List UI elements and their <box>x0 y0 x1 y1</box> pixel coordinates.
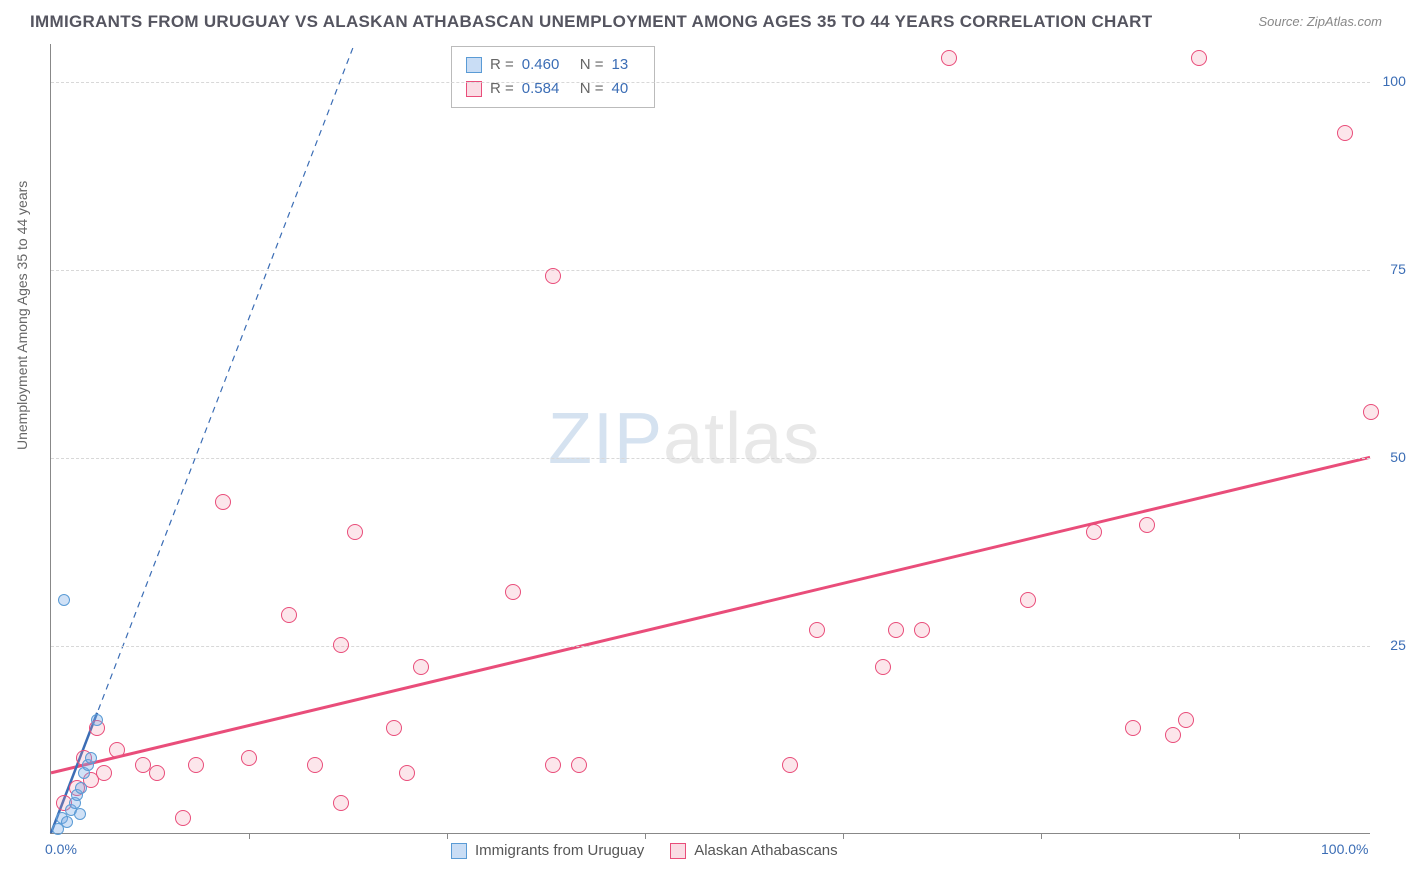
point-athabascan <box>1178 712 1194 728</box>
legend-swatch <box>451 843 467 859</box>
point-athabascan <box>888 622 904 638</box>
legend-swatch <box>670 843 686 859</box>
point-athabascan <box>109 742 125 758</box>
x-tick <box>249 833 250 839</box>
point-athabascan <box>1139 517 1155 533</box>
series-name: Alaskan Athabascans <box>694 842 837 859</box>
gridline-horizontal <box>51 646 1370 647</box>
point-athabascan <box>175 810 191 826</box>
n-label: N = <box>580 53 604 77</box>
y-tick-label: 75.0% <box>1375 261 1406 277</box>
chart-title: IMMIGRANTS FROM URUGUAY VS ALASKAN ATHAB… <box>30 12 1152 32</box>
legend-row: R = 0.584 N = 40 <box>466 77 640 101</box>
x-tick <box>1239 833 1240 839</box>
point-athabascan <box>1191 50 1207 66</box>
series-legend: Immigrants from Uruguay Alaskan Athabasca… <box>451 842 838 859</box>
point-athabascan <box>1363 404 1379 420</box>
point-athabascan <box>782 757 798 773</box>
point-athabascan <box>1337 125 1353 141</box>
point-uruguay <box>75 782 87 794</box>
point-athabascan <box>545 268 561 284</box>
x-tick <box>447 833 448 839</box>
gridline-horizontal <box>51 82 1370 83</box>
point-athabascan <box>571 757 587 773</box>
point-athabascan <box>1165 727 1181 743</box>
point-athabascan <box>347 524 363 540</box>
point-athabascan <box>149 765 165 781</box>
gridline-horizontal <box>51 270 1370 271</box>
n-value: 13 <box>612 53 640 77</box>
legend-swatch <box>466 81 482 97</box>
series-legend-item: Immigrants from Uruguay <box>451 842 644 859</box>
point-athabascan <box>386 720 402 736</box>
point-uruguay <box>74 808 86 820</box>
n-value: 40 <box>612 77 640 101</box>
y-tick-label: 50.0% <box>1375 449 1406 465</box>
point-athabascan <box>333 637 349 653</box>
x-tick <box>843 833 844 839</box>
point-athabascan <box>941 50 957 66</box>
point-athabascan <box>96 765 112 781</box>
point-uruguay <box>91 714 103 726</box>
point-athabascan <box>1125 720 1141 736</box>
point-athabascan <box>188 757 204 773</box>
x-tick <box>645 833 646 839</box>
point-athabascan <box>914 622 930 638</box>
legend-row: R = 0.460 N = 13 <box>466 53 640 77</box>
point-athabascan <box>1020 592 1036 608</box>
legend-swatch <box>466 57 482 73</box>
y-tick-label: 100.0% <box>1375 73 1406 89</box>
point-athabascan <box>1086 524 1102 540</box>
x-tick <box>1041 833 1042 839</box>
point-athabascan <box>241 750 257 766</box>
point-athabascan <box>399 765 415 781</box>
point-athabascan <box>505 584 521 600</box>
correlation-legend: R = 0.460 N = 13 R = 0.584 N = 40 <box>451 46 655 108</box>
scatter-chart: ZIPatlas R =0.460N =13R =0.584N =40 Immi… <box>50 44 1370 834</box>
n-label: N = <box>580 77 604 101</box>
r-value: 0.584 <box>522 77 572 101</box>
point-athabascan <box>809 622 825 638</box>
series-legend-item: Alaskan Athabascans <box>670 842 837 859</box>
point-athabascan <box>875 659 891 675</box>
y-tick-label: 25.0% <box>1375 637 1406 653</box>
series-name: Immigrants from Uruguay <box>475 842 644 859</box>
y-axis-label: Unemployment Among Ages 35 to 44 years <box>14 181 30 450</box>
point-athabascan <box>281 607 297 623</box>
r-label: R = <box>490 77 514 101</box>
gridline-horizontal <box>51 458 1370 459</box>
point-uruguay <box>61 816 73 828</box>
trend-lines <box>51 44 1370 833</box>
point-athabascan <box>215 494 231 510</box>
point-athabascan <box>413 659 429 675</box>
point-uruguay <box>85 752 97 764</box>
x-tick-label: 0.0% <box>45 841 77 857</box>
r-label: R = <box>490 53 514 77</box>
point-athabascan <box>545 757 561 773</box>
r-value: 0.460 <box>522 53 572 77</box>
x-tick-label: 100.0% <box>1321 841 1368 857</box>
point-athabascan <box>333 795 349 811</box>
source-attribution: Source: ZipAtlas.com <box>1258 14 1382 29</box>
point-athabascan <box>307 757 323 773</box>
point-uruguay <box>58 594 70 606</box>
